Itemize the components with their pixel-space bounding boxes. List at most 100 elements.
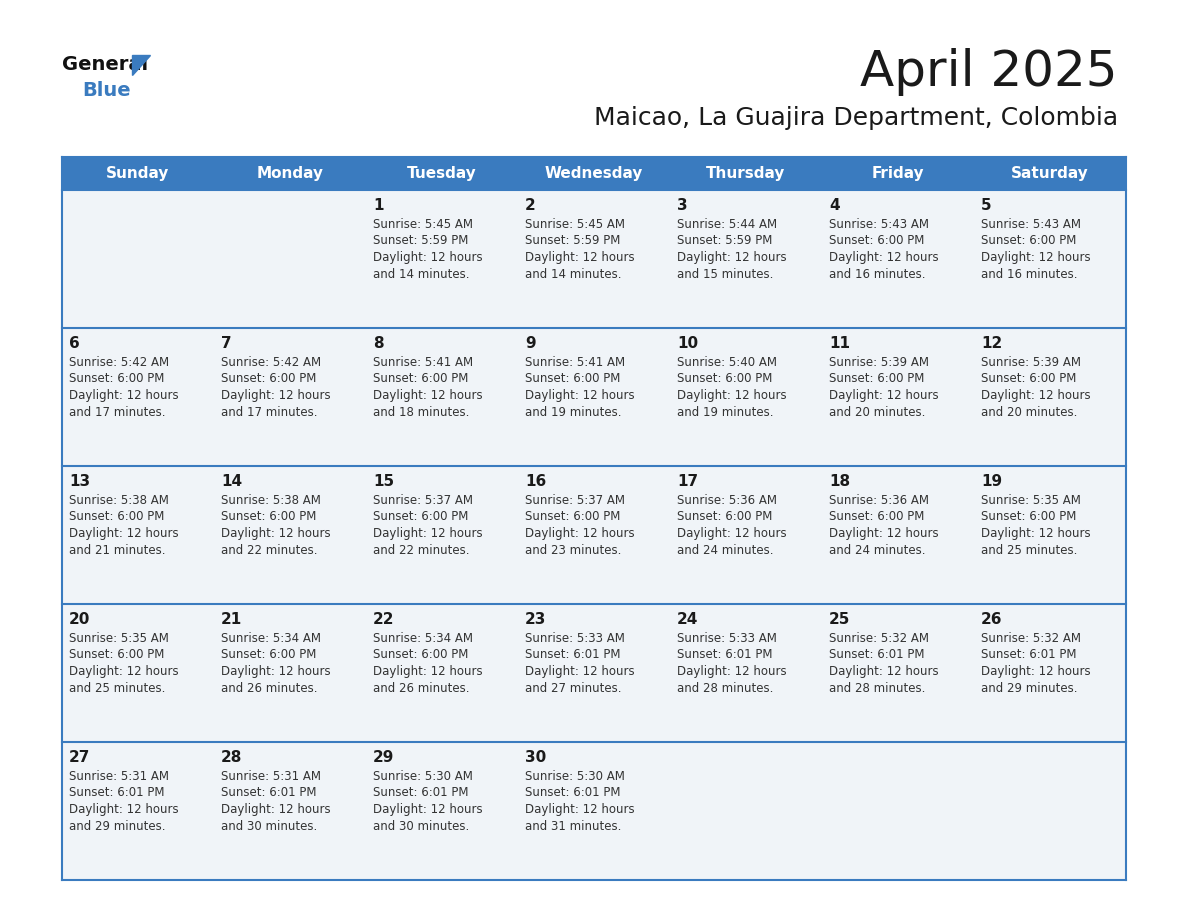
Text: Sunrise: 5:31 AM: Sunrise: 5:31 AM bbox=[221, 769, 321, 782]
Bar bbox=[670, 190, 822, 328]
Text: Sunrise: 5:43 AM: Sunrise: 5:43 AM bbox=[829, 218, 929, 230]
Text: Daylight: 12 hours: Daylight: 12 hours bbox=[373, 803, 482, 816]
Bar bbox=[214, 604, 366, 742]
Text: and 27 minutes.: and 27 minutes. bbox=[525, 682, 621, 696]
Text: and 25 minutes.: and 25 minutes. bbox=[981, 544, 1078, 557]
Bar bbox=[518, 742, 670, 880]
Text: Sunset: 6:00 PM: Sunset: 6:00 PM bbox=[373, 510, 468, 523]
Text: Tuesday: Tuesday bbox=[407, 166, 476, 181]
Bar bbox=[518, 604, 670, 742]
Text: Daylight: 12 hours: Daylight: 12 hours bbox=[373, 389, 482, 402]
Text: Daylight: 12 hours: Daylight: 12 hours bbox=[981, 666, 1091, 678]
Text: and 15 minutes.: and 15 minutes. bbox=[677, 268, 773, 282]
Text: General: General bbox=[62, 55, 148, 74]
Text: 12: 12 bbox=[981, 337, 1003, 352]
Text: and 22 minutes.: and 22 minutes. bbox=[373, 544, 469, 557]
Text: and 14 minutes.: and 14 minutes. bbox=[373, 268, 469, 282]
Text: April 2025: April 2025 bbox=[860, 48, 1118, 96]
Text: Sunrise: 5:30 AM: Sunrise: 5:30 AM bbox=[373, 769, 473, 782]
Text: Daylight: 12 hours: Daylight: 12 hours bbox=[829, 528, 939, 541]
Bar bbox=[518, 466, 670, 604]
Text: Sunset: 6:00 PM: Sunset: 6:00 PM bbox=[69, 648, 164, 662]
Text: Sunrise: 5:39 AM: Sunrise: 5:39 AM bbox=[981, 355, 1081, 368]
Text: Sunset: 6:01 PM: Sunset: 6:01 PM bbox=[69, 787, 164, 800]
Bar bbox=[366, 190, 518, 328]
Text: 27: 27 bbox=[69, 751, 90, 766]
Text: 15: 15 bbox=[373, 475, 394, 489]
Text: and 26 minutes.: and 26 minutes. bbox=[221, 682, 317, 696]
Text: Sunday: Sunday bbox=[106, 166, 170, 181]
Text: and 24 minutes.: and 24 minutes. bbox=[677, 544, 773, 557]
Text: Wednesday: Wednesday bbox=[545, 166, 643, 181]
Text: Maicao, La Guajira Department, Colombia: Maicao, La Guajira Department, Colombia bbox=[594, 106, 1118, 130]
Text: Daylight: 12 hours: Daylight: 12 hours bbox=[677, 252, 786, 264]
Text: and 29 minutes.: and 29 minutes. bbox=[981, 682, 1078, 696]
Bar bbox=[62, 604, 214, 742]
Text: 4: 4 bbox=[829, 198, 840, 214]
Text: Sunrise: 5:32 AM: Sunrise: 5:32 AM bbox=[981, 632, 1081, 644]
Text: Daylight: 12 hours: Daylight: 12 hours bbox=[221, 389, 330, 402]
Bar bbox=[670, 742, 822, 880]
Text: 6: 6 bbox=[69, 337, 80, 352]
Text: Daylight: 12 hours: Daylight: 12 hours bbox=[69, 803, 178, 816]
Text: 7: 7 bbox=[221, 337, 232, 352]
Text: 28: 28 bbox=[221, 751, 242, 766]
Text: 17: 17 bbox=[677, 475, 699, 489]
Text: Sunset: 6:01 PM: Sunset: 6:01 PM bbox=[221, 787, 316, 800]
Text: and 23 minutes.: and 23 minutes. bbox=[525, 544, 621, 557]
Text: Sunrise: 5:35 AM: Sunrise: 5:35 AM bbox=[69, 632, 169, 644]
Text: and 28 minutes.: and 28 minutes. bbox=[677, 682, 773, 696]
Text: 3: 3 bbox=[677, 198, 688, 214]
Bar bbox=[62, 466, 214, 604]
Text: Sunset: 6:00 PM: Sunset: 6:00 PM bbox=[373, 373, 468, 386]
Text: Daylight: 12 hours: Daylight: 12 hours bbox=[525, 666, 634, 678]
Text: Sunset: 6:01 PM: Sunset: 6:01 PM bbox=[525, 648, 620, 662]
Text: and 16 minutes.: and 16 minutes. bbox=[981, 268, 1078, 282]
Text: Sunrise: 5:31 AM: Sunrise: 5:31 AM bbox=[69, 769, 169, 782]
Text: 23: 23 bbox=[525, 612, 546, 628]
Bar bbox=[214, 466, 366, 604]
Text: Sunset: 6:00 PM: Sunset: 6:00 PM bbox=[829, 373, 924, 386]
Text: Sunset: 6:00 PM: Sunset: 6:00 PM bbox=[373, 648, 468, 662]
Text: Sunrise: 5:33 AM: Sunrise: 5:33 AM bbox=[525, 632, 625, 644]
Text: 30: 30 bbox=[525, 751, 546, 766]
Bar bbox=[822, 604, 974, 742]
Text: and 14 minutes.: and 14 minutes. bbox=[525, 268, 621, 282]
Text: Sunset: 6:00 PM: Sunset: 6:00 PM bbox=[677, 510, 772, 523]
Text: Sunrise: 5:35 AM: Sunrise: 5:35 AM bbox=[981, 494, 1081, 507]
Text: 25: 25 bbox=[829, 612, 851, 628]
Text: Sunset: 5:59 PM: Sunset: 5:59 PM bbox=[525, 234, 620, 248]
Text: Daylight: 12 hours: Daylight: 12 hours bbox=[829, 389, 939, 402]
Text: Daylight: 12 hours: Daylight: 12 hours bbox=[829, 252, 939, 264]
Bar bbox=[366, 328, 518, 466]
Bar bbox=[366, 466, 518, 604]
Text: Daylight: 12 hours: Daylight: 12 hours bbox=[373, 252, 482, 264]
Text: Daylight: 12 hours: Daylight: 12 hours bbox=[221, 666, 330, 678]
Text: Sunrise: 5:36 AM: Sunrise: 5:36 AM bbox=[829, 494, 929, 507]
Text: Daylight: 12 hours: Daylight: 12 hours bbox=[829, 666, 939, 678]
Text: Sunrise: 5:43 AM: Sunrise: 5:43 AM bbox=[981, 218, 1081, 230]
Text: Daylight: 12 hours: Daylight: 12 hours bbox=[677, 528, 786, 541]
Text: Sunrise: 5:40 AM: Sunrise: 5:40 AM bbox=[677, 355, 777, 368]
Text: Daylight: 12 hours: Daylight: 12 hours bbox=[525, 252, 634, 264]
Text: Thursday: Thursday bbox=[707, 166, 785, 181]
Text: Sunrise: 5:41 AM: Sunrise: 5:41 AM bbox=[373, 355, 473, 368]
Text: Saturday: Saturday bbox=[1011, 166, 1089, 181]
Text: Sunset: 6:00 PM: Sunset: 6:00 PM bbox=[221, 648, 316, 662]
Text: and 22 minutes.: and 22 minutes. bbox=[221, 544, 317, 557]
Text: Sunrise: 5:42 AM: Sunrise: 5:42 AM bbox=[221, 355, 321, 368]
Text: Sunset: 5:59 PM: Sunset: 5:59 PM bbox=[373, 234, 468, 248]
Text: 24: 24 bbox=[677, 612, 699, 628]
Text: 13: 13 bbox=[69, 475, 90, 489]
Text: Sunrise: 5:34 AM: Sunrise: 5:34 AM bbox=[221, 632, 321, 644]
Text: Daylight: 12 hours: Daylight: 12 hours bbox=[981, 389, 1091, 402]
Text: Daylight: 12 hours: Daylight: 12 hours bbox=[981, 528, 1091, 541]
Bar bbox=[974, 190, 1126, 328]
Text: 9: 9 bbox=[525, 337, 536, 352]
Text: Sunrise: 5:45 AM: Sunrise: 5:45 AM bbox=[373, 218, 473, 230]
Text: Sunrise: 5:39 AM: Sunrise: 5:39 AM bbox=[829, 355, 929, 368]
Text: Daylight: 12 hours: Daylight: 12 hours bbox=[69, 389, 178, 402]
Text: and 21 minutes.: and 21 minutes. bbox=[69, 544, 165, 557]
Text: and 28 minutes.: and 28 minutes. bbox=[829, 682, 925, 696]
Bar bbox=[974, 604, 1126, 742]
